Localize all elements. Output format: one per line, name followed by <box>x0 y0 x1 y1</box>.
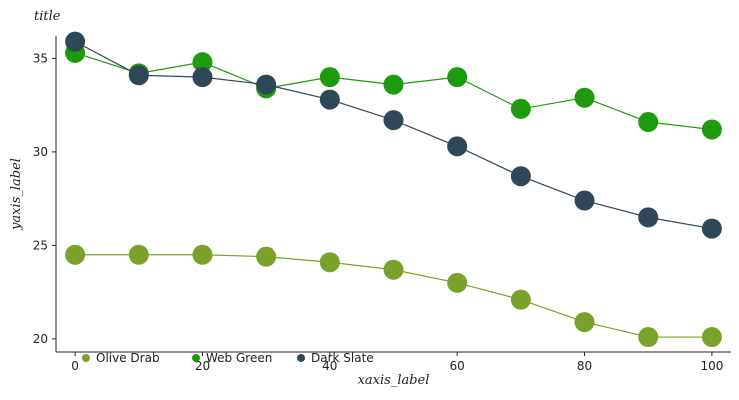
data-point <box>638 112 659 133</box>
data-point <box>447 67 468 88</box>
y-tick-label: 30 <box>33 145 48 159</box>
data-point <box>638 207 659 228</box>
data-point <box>319 252 340 273</box>
x-tick-label: 80 <box>577 359 592 373</box>
y-tick-label: 35 <box>33 51 48 65</box>
y-tick-label: 25 <box>33 238 48 252</box>
data-point <box>701 119 722 140</box>
data-point <box>510 98 531 119</box>
x-tick-label: 40 <box>322 359 337 373</box>
data-point <box>638 327 659 348</box>
series-olive-drab <box>65 244 722 348</box>
x-tick-label: 60 <box>450 359 465 373</box>
data-point <box>256 246 277 267</box>
data-point <box>701 327 722 348</box>
x-tick-label: 20 <box>195 359 210 373</box>
x-tick-label: 100 <box>700 359 723 373</box>
data-point <box>383 110 404 131</box>
data-point <box>65 244 86 265</box>
data-point <box>319 89 340 110</box>
legend-label: Olive Drab <box>96 351 160 365</box>
series-layer <box>65 31 722 348</box>
legend-marker <box>82 354 90 362</box>
data-point <box>574 312 595 333</box>
legend-label: Web Green <box>206 351 272 365</box>
data-point <box>574 87 595 108</box>
data-point <box>383 74 404 95</box>
data-point <box>701 218 722 239</box>
legend-marker <box>192 354 200 362</box>
legend-label: Dark Slate <box>311 351 374 365</box>
data-point <box>447 272 468 293</box>
data-point <box>128 244 149 265</box>
data-point <box>574 190 595 211</box>
y-axis-label: yaxis_label <box>9 158 24 231</box>
x-tick-label: 0 <box>71 359 79 373</box>
data-point <box>192 244 213 265</box>
axes: 0 20 40 60 80 100 20 25 30 35 <box>33 36 731 373</box>
x-axis-label: xaxis_label <box>358 373 430 388</box>
series-dark-slate <box>65 31 722 239</box>
data-point <box>65 31 86 52</box>
data-point <box>319 67 340 88</box>
data-point <box>510 166 531 187</box>
data-point <box>447 136 468 157</box>
data-point <box>256 74 277 95</box>
data-point <box>192 67 213 88</box>
data-point <box>510 289 531 310</box>
series-line <box>74 41 713 230</box>
y-tick-label: 20 <box>33 332 48 346</box>
legend-marker <box>297 354 305 362</box>
data-point <box>192 52 213 73</box>
legend: Olive Drab Web Green Dark Slate <box>82 351 374 365</box>
data-point <box>128 65 149 86</box>
chart-title: title <box>34 9 61 24</box>
data-point <box>383 259 404 280</box>
